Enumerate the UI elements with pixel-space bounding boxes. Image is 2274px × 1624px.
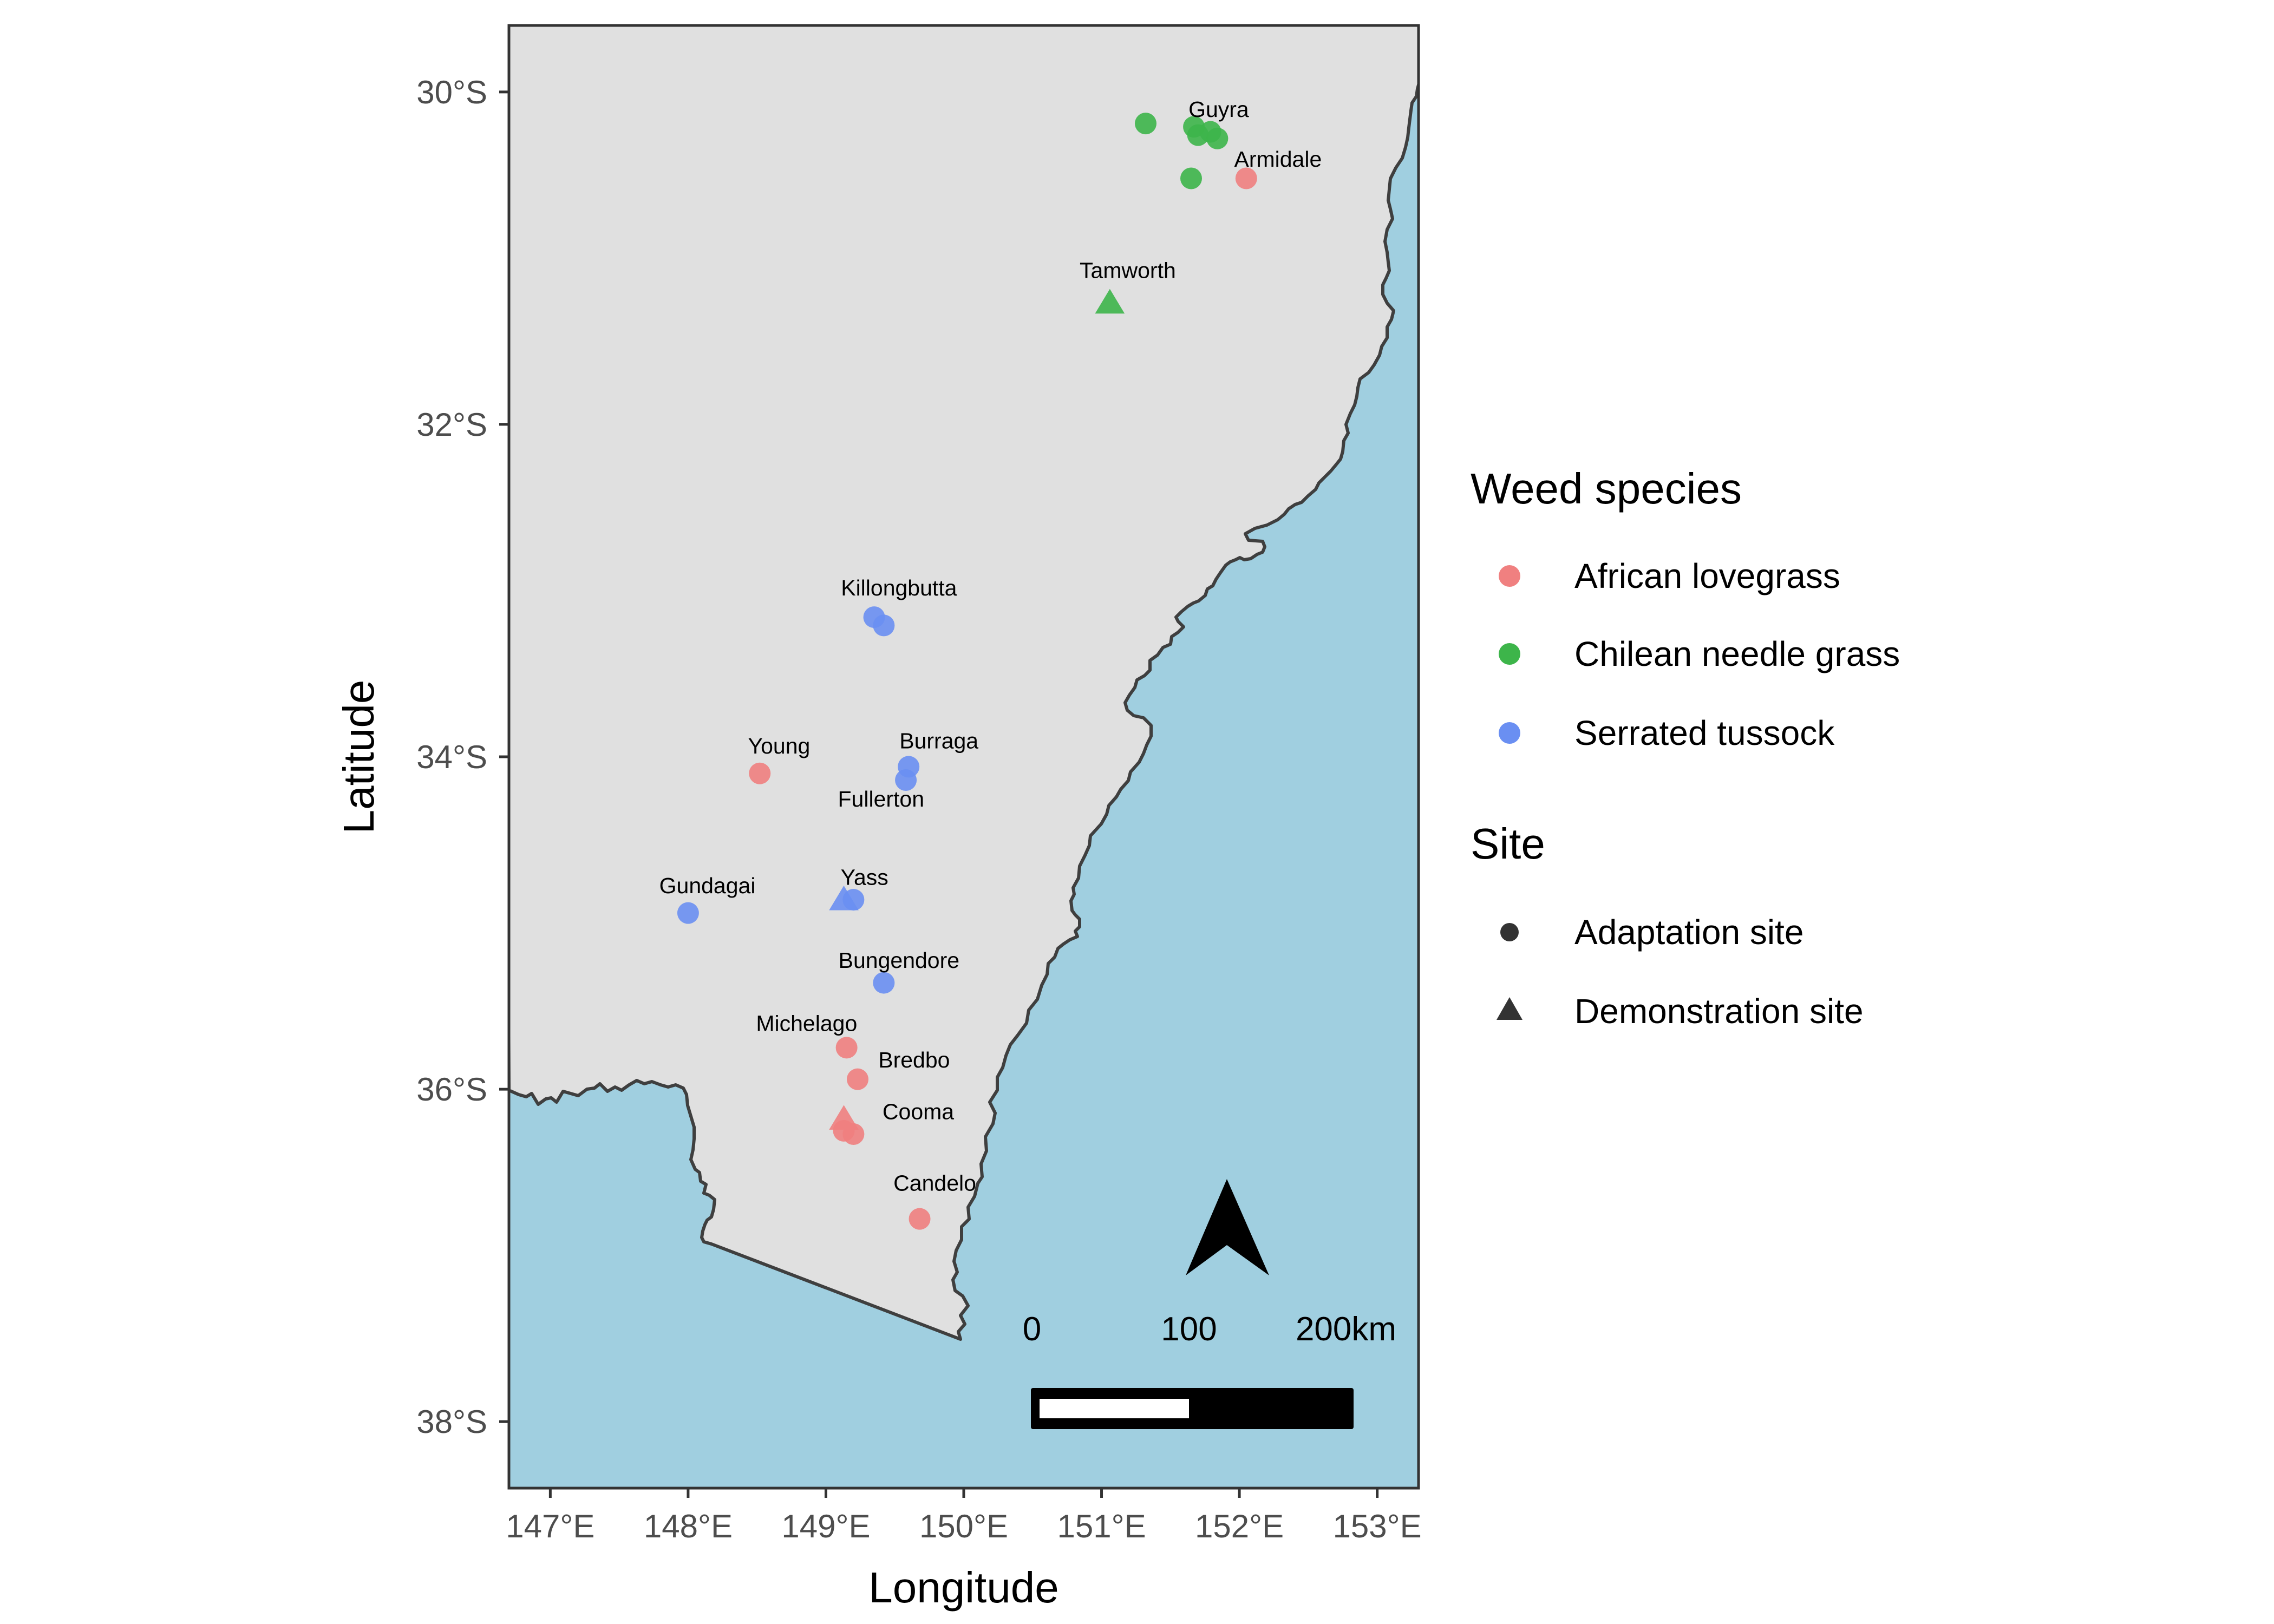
x-tick-label: 152°E [1195,1508,1284,1544]
y-axis-title: Latitude [335,680,383,834]
place-label-bredbo: Bredbo [878,1047,950,1072]
african-lovegrass-demonstration-point [829,1105,859,1130]
y-tick-label: 30°S [416,74,487,110]
place-label-burraga: Burraga [899,729,978,754]
land-polygon [509,25,1419,1341]
legend-key-serrated-tussock [1499,722,1520,744]
place-label-young: Young [748,734,811,758]
serrated-tussock-adaptation-point [677,902,699,924]
x-tick-label: 147°E [506,1508,594,1544]
african-lovegrass-adaptation-point [749,762,771,784]
y-axis: 30°S 32°S 34°S 36°S 38°S [416,74,509,1440]
map-panel [507,24,1420,1490]
scale-bar-frame [1031,1388,1354,1429]
place-label-bungendore: Bungendore [839,948,959,973]
y-tick-label: 38°S [416,1404,487,1440]
place-label-gundagai: Gundagai [659,873,756,898]
legend-species-title: Weed species [1471,464,1742,513]
x-tick-label: 148°E [644,1508,733,1544]
legend-label-chilean-needle-grass: Chilean needle grass [1574,634,1900,673]
legend-label-african-lovegrass: African lovegrass [1574,556,1840,595]
legend-key-chilean-needle-grass [1499,643,1520,665]
place-label-michelago: Michelago [756,1011,857,1036]
african-lovegrass-adaptation-point [909,1208,931,1230]
place-label-killongbutta: Killongbutta [841,575,957,600]
y-tick-label: 36°S [416,1071,487,1108]
place-labels: Guyra Armidale Tamworth Killongbutta Young Bu… [659,97,1322,1196]
serrated-tussock-adaptation-point [842,889,865,911]
chilean-needle-grass-adaptation-point [1135,113,1156,135]
place-label-fullerton: Fullerton [838,787,925,811]
serrated-tussock-adaptation-point [873,972,895,994]
x-tick-label: 153°E [1333,1508,1422,1544]
scale-label-0: 0 [1023,1311,1041,1348]
place-label-cooma: Cooma [883,1099,954,1124]
scale-label-200km: 200km [1296,1311,1396,1348]
place-label-tamworth: Tamworth [1080,258,1176,283]
north-arrow-icon [1186,1179,1269,1275]
legend-label-adaptation-site: Adaptation site [1574,913,1803,952]
serrated-tussock-adaptation-point [873,614,895,637]
x-tick-label: 149°E [781,1508,870,1544]
scale-label-100: 100 [1161,1311,1217,1348]
chilean-needle-grass-adaptation-point [1206,127,1229,149]
legend-key-demonstration-site [1497,997,1522,1020]
x-axis: 147°E 148°E 149°E 150°E 151°E 152°E 153°E [506,1488,1422,1544]
legend: Weed species African lovegrass Chilean n… [1471,464,1900,1031]
place-label-guyra: Guyra [1188,97,1249,122]
place-label-yass: Yass [841,865,888,889]
scale-bar: 0 100 200km [1023,1311,1396,1429]
african-lovegrass-adaptation-point [1235,167,1257,189]
legend-key-african-lovegrass [1499,565,1520,587]
y-tick-label: 32°S [416,407,487,443]
place-label-candelo: Candelo [893,1170,976,1195]
african-lovegrass-adaptation-point [847,1068,868,1090]
chilean-needle-grass-demonstration-point [1095,289,1125,314]
x-tick-label: 150°E [919,1508,1008,1544]
place-label-armidale: Armidale [1234,147,1322,172]
x-axis-title: Longitude [868,1563,1058,1612]
african-lovegrass-adaptation-point [835,1037,858,1059]
legend-key-adaptation-site [1500,923,1519,941]
legend-label-demonstration-site: Demonstration site [1574,992,1864,1031]
data-points [677,113,1257,1230]
y-tick-label: 34°S [416,739,487,775]
chilean-needle-grass-adaptation-point [1180,167,1202,189]
scale-bar-segment [1040,1399,1189,1418]
x-tick-label: 151°E [1057,1508,1146,1544]
legend-site-title: Site [1471,820,1545,868]
legend-label-serrated-tussock: Serrated tussock [1574,713,1835,752]
serrated-tussock-adaptation-point [895,769,917,791]
